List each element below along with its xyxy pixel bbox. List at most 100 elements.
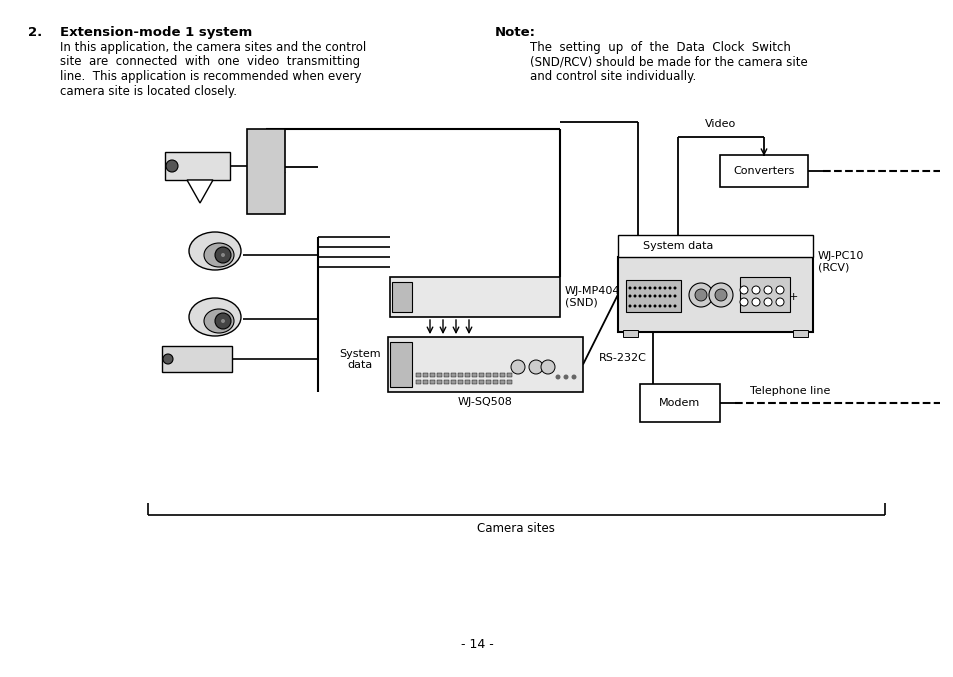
Text: WJ-PC10
(RCV): WJ-PC10 (RCV)	[817, 251, 863, 273]
Circle shape	[643, 286, 646, 290]
Circle shape	[740, 286, 747, 294]
Bar	[506, 380, 512, 384]
Circle shape	[221, 319, 225, 323]
Circle shape	[763, 298, 771, 306]
Bar	[416, 380, 420, 384]
Circle shape	[653, 294, 656, 297]
Circle shape	[638, 286, 640, 290]
Bar	[422, 373, 428, 377]
Bar	[472, 373, 476, 377]
Circle shape	[648, 305, 651, 307]
Circle shape	[775, 298, 783, 306]
Bar	[740, 277, 789, 312]
Ellipse shape	[189, 232, 241, 270]
Circle shape	[648, 286, 651, 290]
Text: System data: System data	[642, 241, 713, 251]
Ellipse shape	[189, 298, 241, 336]
Circle shape	[662, 294, 666, 297]
Circle shape	[648, 294, 651, 297]
Bar	[422, 380, 428, 384]
Bar	[162, 346, 232, 372]
Ellipse shape	[204, 243, 233, 267]
Bar	[451, 373, 456, 377]
Bar	[618, 235, 812, 257]
Text: site  are  connected  with  one  video  transmitting: site are connected with one video transm…	[60, 56, 359, 68]
Bar	[247, 129, 285, 214]
Text: In this application, the camera sites and the control: In this application, the camera sites an…	[60, 41, 366, 54]
Text: and control site individually.: and control site individually.	[530, 70, 696, 83]
Text: Note:: Note:	[495, 26, 536, 39]
Bar	[485, 373, 491, 377]
Circle shape	[751, 286, 760, 294]
Circle shape	[628, 294, 631, 297]
Bar	[499, 380, 504, 384]
Ellipse shape	[204, 309, 233, 333]
Circle shape	[668, 294, 671, 297]
Bar	[506, 373, 512, 377]
Circle shape	[658, 286, 660, 290]
Bar	[388, 337, 582, 392]
Circle shape	[643, 305, 646, 307]
Circle shape	[751, 298, 760, 306]
Bar	[464, 380, 470, 384]
Text: camera site is located closely.: camera site is located closely.	[60, 85, 236, 97]
Text: RS-232C: RS-232C	[598, 353, 646, 363]
Circle shape	[563, 374, 568, 380]
Circle shape	[662, 286, 666, 290]
Circle shape	[673, 305, 676, 307]
Circle shape	[668, 305, 671, 307]
Circle shape	[643, 294, 646, 297]
Circle shape	[529, 360, 542, 374]
Bar	[457, 380, 462, 384]
Circle shape	[633, 286, 636, 290]
Circle shape	[633, 294, 636, 297]
Circle shape	[662, 305, 666, 307]
Bar	[720, 155, 807, 187]
Circle shape	[638, 294, 640, 297]
Circle shape	[633, 305, 636, 307]
Bar	[499, 373, 504, 377]
Text: System
data: System data	[339, 349, 380, 370]
Bar	[451, 380, 456, 384]
Bar	[392, 282, 412, 312]
Circle shape	[763, 286, 771, 294]
Circle shape	[540, 360, 555, 374]
Bar	[457, 373, 462, 377]
Circle shape	[673, 286, 676, 290]
Text: Telephone line: Telephone line	[749, 386, 829, 396]
Text: - 14 -: - 14 -	[460, 638, 493, 651]
Bar	[165, 152, 230, 180]
Bar	[430, 380, 435, 384]
Bar	[472, 380, 476, 384]
Text: Modem: Modem	[659, 398, 700, 408]
Circle shape	[740, 298, 747, 306]
Text: Camera sites: Camera sites	[476, 521, 555, 535]
Text: 2.: 2.	[28, 26, 42, 39]
Circle shape	[511, 360, 524, 374]
Bar	[436, 380, 441, 384]
Bar	[390, 277, 559, 317]
Bar	[443, 373, 449, 377]
Circle shape	[555, 374, 560, 380]
Bar	[625, 280, 680, 312]
Polygon shape	[187, 180, 213, 203]
Circle shape	[688, 283, 712, 307]
Bar	[390, 342, 412, 387]
Circle shape	[775, 286, 783, 294]
Circle shape	[658, 294, 660, 297]
Bar	[436, 373, 441, 377]
Circle shape	[628, 305, 631, 307]
Circle shape	[214, 313, 231, 329]
Circle shape	[714, 289, 726, 301]
Circle shape	[221, 253, 225, 257]
Text: Converters: Converters	[733, 166, 794, 176]
Text: The  setting  up  of  the  Data  Clock  Switch: The setting up of the Data Clock Switch	[530, 41, 790, 54]
Text: Extension-mode 1 system: Extension-mode 1 system	[60, 26, 252, 39]
Bar	[443, 380, 449, 384]
Bar	[430, 373, 435, 377]
Bar	[639, 384, 720, 422]
Circle shape	[163, 354, 172, 364]
Bar	[493, 373, 497, 377]
Circle shape	[571, 374, 576, 380]
Circle shape	[628, 286, 631, 290]
